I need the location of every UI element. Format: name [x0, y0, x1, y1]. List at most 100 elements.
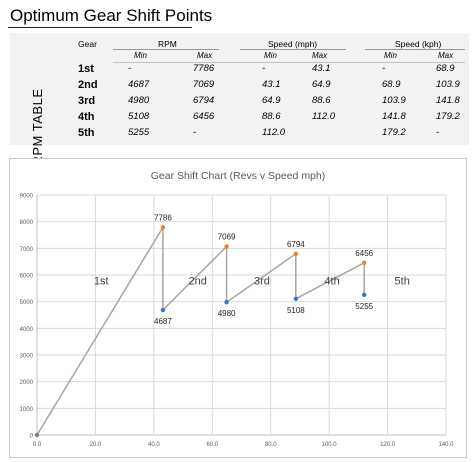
shift-up-data-label: 6794: [287, 240, 305, 249]
shift-down-data-label: 4980: [218, 309, 236, 318]
subheader-mph-max: Max: [312, 51, 328, 60]
chart-title: Gear Shift Chart (Revs v Speed mph): [151, 170, 326, 182]
x-tick-label: 140.0: [438, 442, 454, 448]
table-cell-mph-max: 43.1: [312, 63, 331, 74]
x-tick-label: 20.0: [90, 442, 102, 448]
chart-svg: Gear Shift Chart (Revs v Speed mph) 0 100…: [20, 170, 455, 449]
y-tick-label: 9000: [20, 194, 34, 200]
table-cell-kph-max: -: [436, 127, 440, 138]
subheader-rpm-min: Min: [134, 51, 147, 60]
y-tick-label: 0: [30, 434, 34, 440]
header-speed-kph: Speed (kph): [395, 39, 442, 49]
table-cell-rpm-min: -: [128, 63, 132, 74]
table-cell-rpm-max: -: [193, 127, 197, 138]
shift-up-data-label: 6456: [355, 249, 373, 258]
shift-down-data-label: 5108: [287, 306, 305, 315]
shift-down-point: [160, 307, 166, 313]
shift-up-point: [362, 260, 367, 266]
shift-down-data-label: 4687: [154, 317, 172, 326]
table-cell-mph-min: 64.9: [262, 95, 281, 106]
shift-down-data-label: 5255: [355, 302, 373, 311]
subheader-rpm-max: Max: [197, 51, 213, 60]
chart-gear-annotations: 1st 2nd 3rd 4th 5th: [94, 275, 410, 287]
title-underline: [8, 27, 192, 28]
subheader-kph-min: Min: [384, 51, 397, 60]
table-cell-mph-min: 43.1: [262, 79, 281, 90]
y-tick-label: 4000: [20, 327, 34, 333]
table-cell-gear: 3rd: [78, 95, 96, 107]
page-title: Optimum Gear Shift Points: [10, 6, 213, 25]
x-tick-label: 100.0: [322, 442, 338, 448]
table-cell-rpm-min: 5108: [128, 111, 150, 122]
chart-axes: 0 1000 2000 3000 4000 5000 6000 7000 8000 9000 0.0…: [20, 194, 455, 449]
table-cell-rpm-max: 6456: [193, 111, 215, 122]
table-cell-rpm-min: 4687: [128, 79, 150, 90]
table-cell-mph-max: 88.6: [312, 95, 331, 106]
table-cell-kph-min: 103.9: [382, 95, 406, 106]
table-cell-kph-min: 141.8: [382, 111, 406, 122]
table-cell-gear: 2nd: [78, 79, 98, 91]
table-cell-gear: 1st: [78, 63, 94, 75]
shift-down-point: [293, 296, 299, 301]
gear-shift-chart: Gear Shift Chart (Revs v Speed mph) 0 100…: [9, 158, 467, 458]
table-cell-kph-max: 68.9: [436, 63, 455, 74]
x-tick-label: 120.0: [380, 442, 396, 448]
table-cell-rpm-max: 7069: [193, 79, 215, 90]
chart-series-line: [36, 224, 365, 436]
rpm-table: RPM TABLE Gear RPM Speed (mph) Speed (kp…: [10, 33, 469, 166]
shift-up-point: [160, 225, 166, 230]
rpm-header-rule: [113, 49, 219, 50]
y-tick-label: 5000: [20, 300, 34, 306]
table-cell-kph-max: 179.2: [436, 111, 460, 122]
header-speed-mph: Speed (mph): [268, 39, 318, 49]
subheader-kph-max: Max: [438, 51, 454, 60]
table-cell-kph-max: 103.9: [436, 79, 460, 90]
chart-points: [34, 225, 367, 438]
y-tick-label: 3000: [20, 354, 34, 360]
y-tick-label: 7000: [20, 247, 34, 253]
y-tick-label: 8000: [20, 220, 34, 226]
shift-down-point: [224, 300, 229, 305]
shift-up-point: [293, 251, 299, 257]
table-cell-kph-max: 141.8: [436, 95, 460, 106]
x-tick-label: 80.0: [265, 442, 277, 448]
table-cell-gear: 5th: [78, 127, 95, 139]
y-tick-label: 1000: [20, 407, 34, 413]
subheader-rule: [113, 62, 465, 63]
gear-annotation: 5th: [395, 275, 410, 287]
gear-annotation: 2nd: [188, 275, 206, 287]
rpm-table-side-label: RPM TABLE: [30, 88, 45, 166]
chart-data-labels: 7786 7069 6794 6456 4687 4980 5108 5255: [154, 213, 374, 326]
shift-up-data-label: 7069: [218, 232, 236, 241]
gear-annotation: 4th: [324, 275, 339, 287]
series-line: [36, 224, 365, 436]
table-cell-mph-max: 64.9: [312, 79, 331, 90]
table-cell-gear: 4th: [78, 111, 95, 123]
header-rpm: RPM: [158, 39, 177, 49]
origin-point: [34, 432, 40, 438]
gear-annotation: 3rd: [254, 275, 270, 287]
table-cell-mph-min: -: [262, 63, 266, 74]
table-cell-rpm-min: 5255: [128, 127, 150, 138]
header-gear: Gear: [78, 39, 97, 49]
shift-down-point: [362, 292, 367, 298]
kph-header-rule: [365, 49, 465, 50]
y-tick-label: 2000: [20, 380, 34, 386]
gear-annotation: 1st: [94, 275, 109, 287]
table-cell-mph-min: 112.0: [262, 127, 286, 138]
shift-up-point: [224, 244, 229, 249]
chart-gridlines: [37, 194, 447, 435]
x-tick-label: 0.0: [33, 442, 42, 448]
subheader-mph-min: Min: [264, 51, 277, 60]
mph-header-rule: [240, 49, 346, 50]
table-cell-rpm-max: 6794: [193, 95, 215, 106]
x-tick-label: 60.0: [206, 442, 218, 448]
y-tick-label: 6000: [20, 274, 34, 280]
table-cell-kph-min: 68.9: [382, 79, 401, 90]
table-cell-kph-min: -: [382, 63, 386, 74]
table-cell-rpm-min: 4980: [128, 95, 150, 106]
table-cell-kph-min: 179.2: [382, 127, 406, 138]
table-cell-mph-min: 88.6: [262, 111, 281, 122]
table-cell-mph-max: 112.0: [312, 111, 336, 122]
table-cell-rpm-max: 7786: [193, 63, 215, 74]
